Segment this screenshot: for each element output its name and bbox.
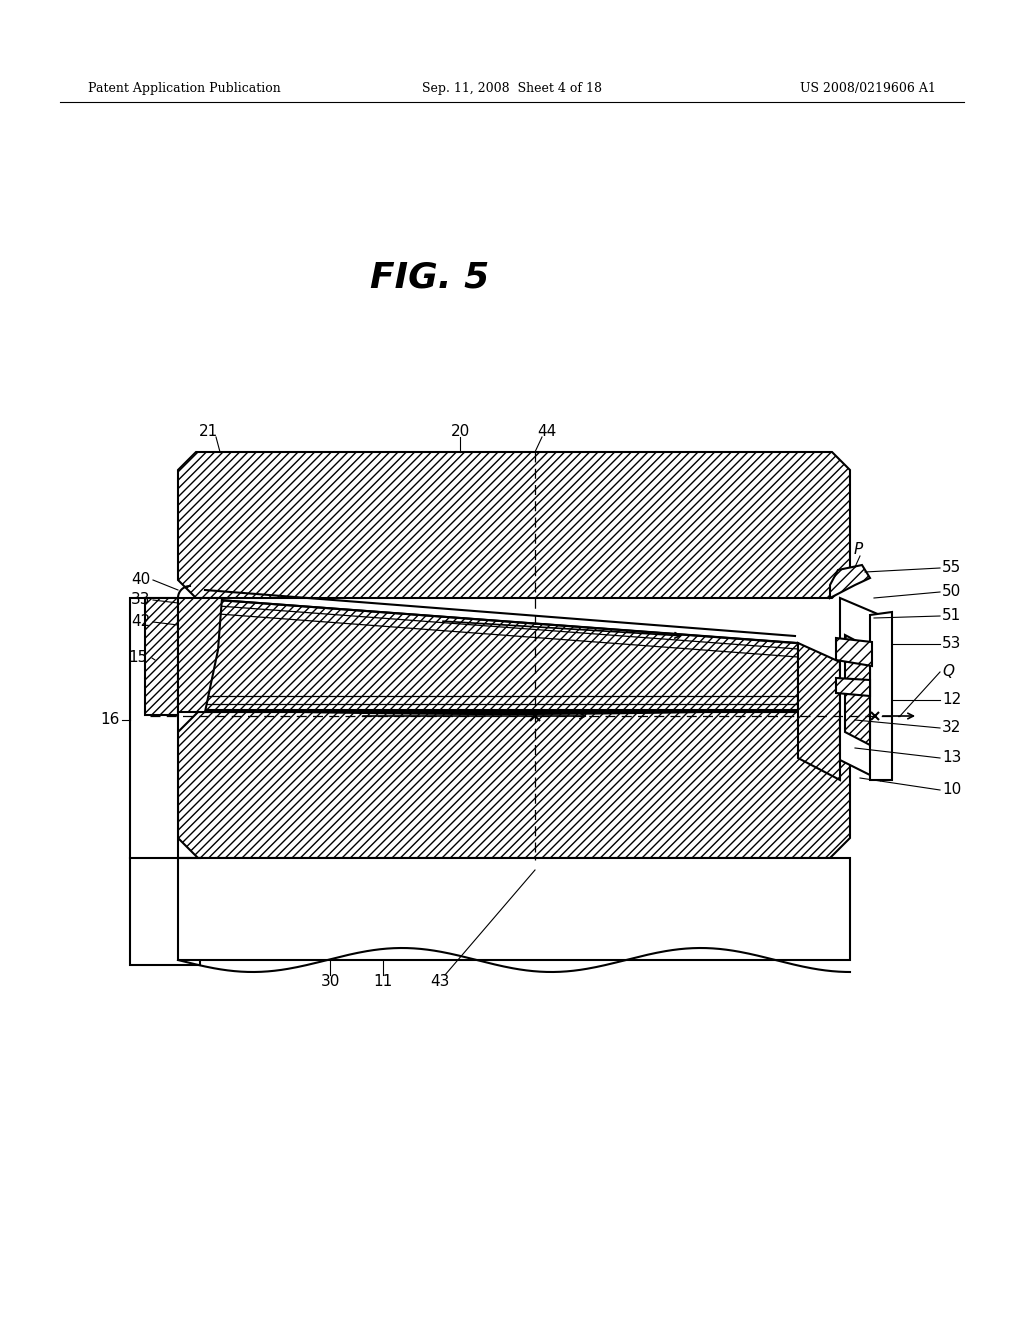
- Text: Sep. 11, 2008  Sheet 4 of 18: Sep. 11, 2008 Sheet 4 of 18: [422, 82, 602, 95]
- Polygon shape: [205, 599, 798, 710]
- Polygon shape: [840, 598, 880, 780]
- Polygon shape: [130, 598, 200, 965]
- Polygon shape: [836, 678, 870, 696]
- Text: 51: 51: [942, 609, 962, 623]
- Polygon shape: [145, 598, 178, 715]
- Text: 11: 11: [374, 974, 392, 990]
- Polygon shape: [178, 598, 222, 711]
- Polygon shape: [845, 635, 870, 744]
- Polygon shape: [830, 565, 870, 598]
- Text: 42: 42: [131, 615, 150, 630]
- Text: 16: 16: [100, 713, 120, 727]
- Text: 20: 20: [451, 425, 470, 440]
- Polygon shape: [178, 711, 850, 858]
- Text: US 2008/0219606 A1: US 2008/0219606 A1: [800, 82, 936, 95]
- Text: 32: 32: [942, 721, 962, 735]
- Polygon shape: [178, 451, 850, 598]
- Text: 15: 15: [129, 651, 148, 665]
- Text: 33: 33: [130, 593, 150, 607]
- Text: 12: 12: [942, 693, 962, 708]
- Polygon shape: [836, 638, 872, 667]
- Text: FIG. 5: FIG. 5: [371, 261, 489, 294]
- Text: 50: 50: [942, 585, 962, 599]
- Polygon shape: [870, 612, 892, 780]
- Text: 40: 40: [131, 573, 150, 587]
- Text: 44: 44: [538, 425, 557, 440]
- Text: 43: 43: [430, 974, 450, 990]
- Text: 10: 10: [942, 783, 962, 797]
- Text: Patent Application Publication: Patent Application Publication: [88, 82, 281, 95]
- Text: 30: 30: [321, 974, 340, 990]
- Text: P: P: [853, 543, 862, 557]
- Text: 53: 53: [942, 636, 962, 652]
- Text: 21: 21: [199, 425, 218, 440]
- Polygon shape: [178, 858, 850, 960]
- Text: Q: Q: [942, 664, 954, 680]
- Polygon shape: [798, 643, 840, 780]
- Text: 13: 13: [942, 751, 962, 766]
- Text: 55: 55: [942, 561, 962, 576]
